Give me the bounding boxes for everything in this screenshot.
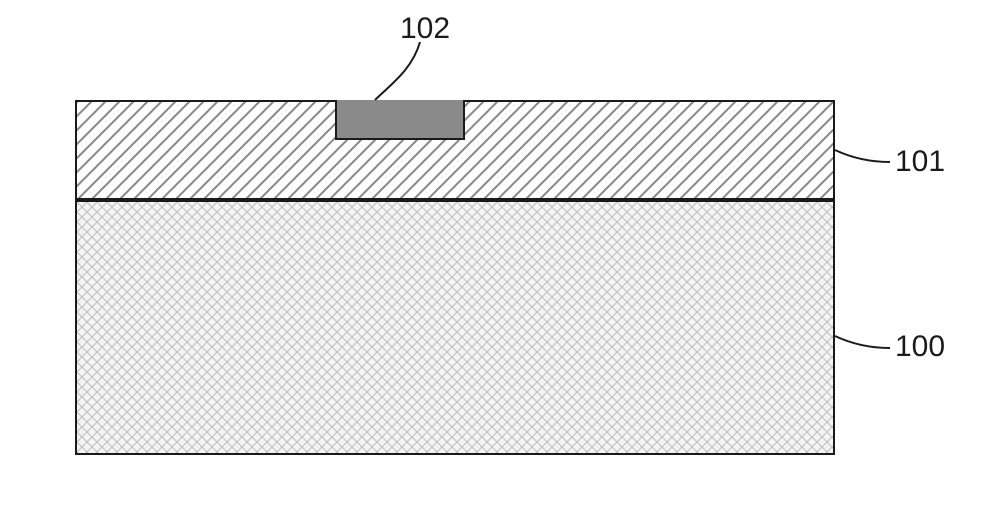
cross-section-diagram	[75, 100, 835, 455]
layer-100-substrate	[75, 200, 835, 455]
label-101: 101	[895, 145, 945, 179]
label-102: 102	[400, 12, 450, 46]
label-100: 100	[895, 330, 945, 364]
layer-102	[335, 100, 465, 140]
